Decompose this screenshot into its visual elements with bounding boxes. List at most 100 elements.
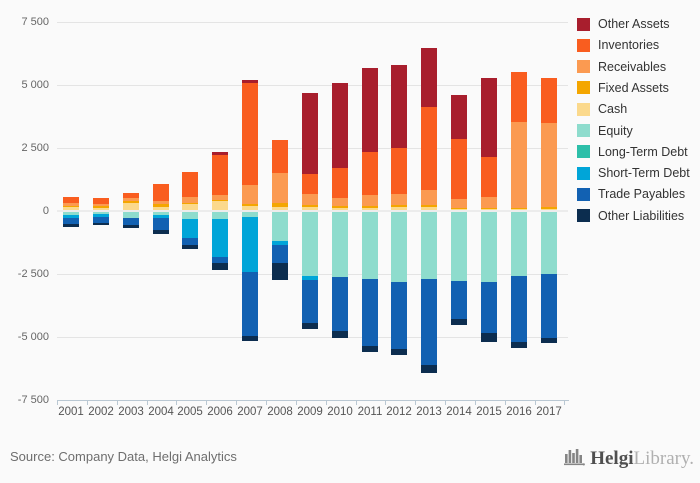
bar-segment[interactable] [391,65,408,148]
bar-segment[interactable] [242,272,259,336]
bar-segment[interactable] [480,332,497,342]
bar-segment[interactable] [421,279,438,365]
bar-segment[interactable] [391,207,408,211]
bar-segment[interactable] [92,214,109,217]
bar-segment[interactable] [331,168,348,199]
bar-segment[interactable] [182,203,199,205]
legend-item[interactable]: Trade Payables [577,185,685,203]
bar-segment[interactable] [63,223,79,227]
bar-segment[interactable] [92,211,109,215]
bar-segment[interactable] [63,207,79,211]
bar-segment[interactable] [182,238,199,246]
bar-segment[interactable] [451,95,468,139]
bar-segment[interactable] [212,154,229,195]
bar-segment[interactable] [152,215,169,219]
bar-segment[interactable] [301,92,318,175]
bar-segment[interactable] [331,207,348,211]
bar-segment[interactable] [122,211,139,218]
bar-segment[interactable] [540,122,557,207]
bar-segment[interactable] [212,262,229,270]
bar-segment[interactable] [122,200,139,204]
bar-segment[interactable] [242,206,259,211]
bar-segment[interactable] [242,211,259,217]
bar-segment[interactable] [182,172,199,197]
bar-segment[interactable] [391,205,408,208]
bar-segment[interactable] [540,274,557,339]
bar-segment[interactable] [361,345,378,352]
bar-segment[interactable] [152,183,169,202]
bar-segment[interactable] [540,206,557,210]
bar-segment[interactable] [92,222,109,225]
bar-segment[interactable] [391,194,408,206]
bar-segment[interactable] [421,364,438,373]
bar-segment[interactable] [480,157,497,197]
bar-segment[interactable] [242,203,259,207]
bar-segment[interactable] [242,83,259,185]
bar-segment[interactable] [421,190,438,206]
bar-segment[interactable] [212,152,229,155]
bar-segment[interactable] [63,206,79,208]
bar-segment[interactable] [451,138,468,200]
bar-segment[interactable] [361,152,378,195]
bar-segment[interactable] [63,217,79,224]
bar-segment[interactable] [271,244,288,263]
bar-segment[interactable] [182,204,199,211]
bar-segment[interactable] [451,280,468,319]
legend-item[interactable]: Cash [577,100,627,118]
bar-segment[interactable] [152,218,169,230]
bar-segment[interactable] [63,211,79,215]
bar-segment[interactable] [271,241,288,245]
bar-segment[interactable] [212,194,229,200]
bar-segment[interactable] [212,199,229,202]
bar-segment[interactable] [92,203,109,207]
bar-segment[interactable] [152,201,169,204]
bar-segment[interactable] [331,330,348,339]
bar-segment[interactable] [92,207,109,211]
bar-segment[interactable] [331,83,348,169]
bar-segment[interactable] [301,207,318,211]
bar-segment[interactable] [152,206,169,211]
legend-item[interactable]: Other Assets [577,15,670,33]
bar-segment[interactable] [331,205,348,208]
bar-segment[interactable] [92,198,109,204]
bar-segment[interactable] [480,207,497,210]
bar-segment[interactable] [361,67,378,153]
bar-segment[interactable] [212,256,229,263]
bar-segment[interactable] [301,211,318,277]
legend-item[interactable]: Other Liabilities [577,207,684,225]
bar-segment[interactable] [63,214,79,218]
bar-segment[interactable] [122,217,139,226]
bar-segment[interactable] [510,122,527,208]
bar-segment[interactable] [451,318,468,325]
bar-segment[interactable] [391,147,408,195]
bar-segment[interactable] [92,206,109,208]
bar-segment[interactable] [122,225,139,228]
bar-segment[interactable] [361,194,378,206]
bar-segment[interactable] [361,278,378,346]
bar-segment[interactable] [480,282,497,333]
bar-segment[interactable] [182,219,199,239]
bar-segment[interactable] [212,211,229,220]
bar-segment[interactable] [331,211,348,278]
bar-segment[interactable] [271,203,288,207]
bar-segment[interactable] [301,322,318,329]
bar-segment[interactable] [510,276,527,343]
bar-segment[interactable] [480,211,497,283]
bar-segment[interactable] [421,211,438,280]
bar-segment[interactable] [480,78,497,158]
bar-segment[interactable] [540,211,557,274]
legend-item[interactable]: Inventories [577,36,659,54]
bar-segment[interactable] [510,342,527,349]
bar-segment[interactable] [391,349,408,355]
bar-segment[interactable] [391,211,408,283]
bar-segment[interactable] [242,216,259,273]
bar-segment[interactable] [331,277,348,331]
bar-segment[interactable] [480,196,497,208]
bar-segment[interactable] [122,203,139,211]
bar-segment[interactable] [271,173,288,204]
bar-segment[interactable] [301,194,318,205]
bar-segment[interactable] [451,207,468,210]
bar-segment[interactable] [391,282,408,350]
bar-segment[interactable] [152,229,169,235]
bar-segment[interactable] [271,139,288,174]
